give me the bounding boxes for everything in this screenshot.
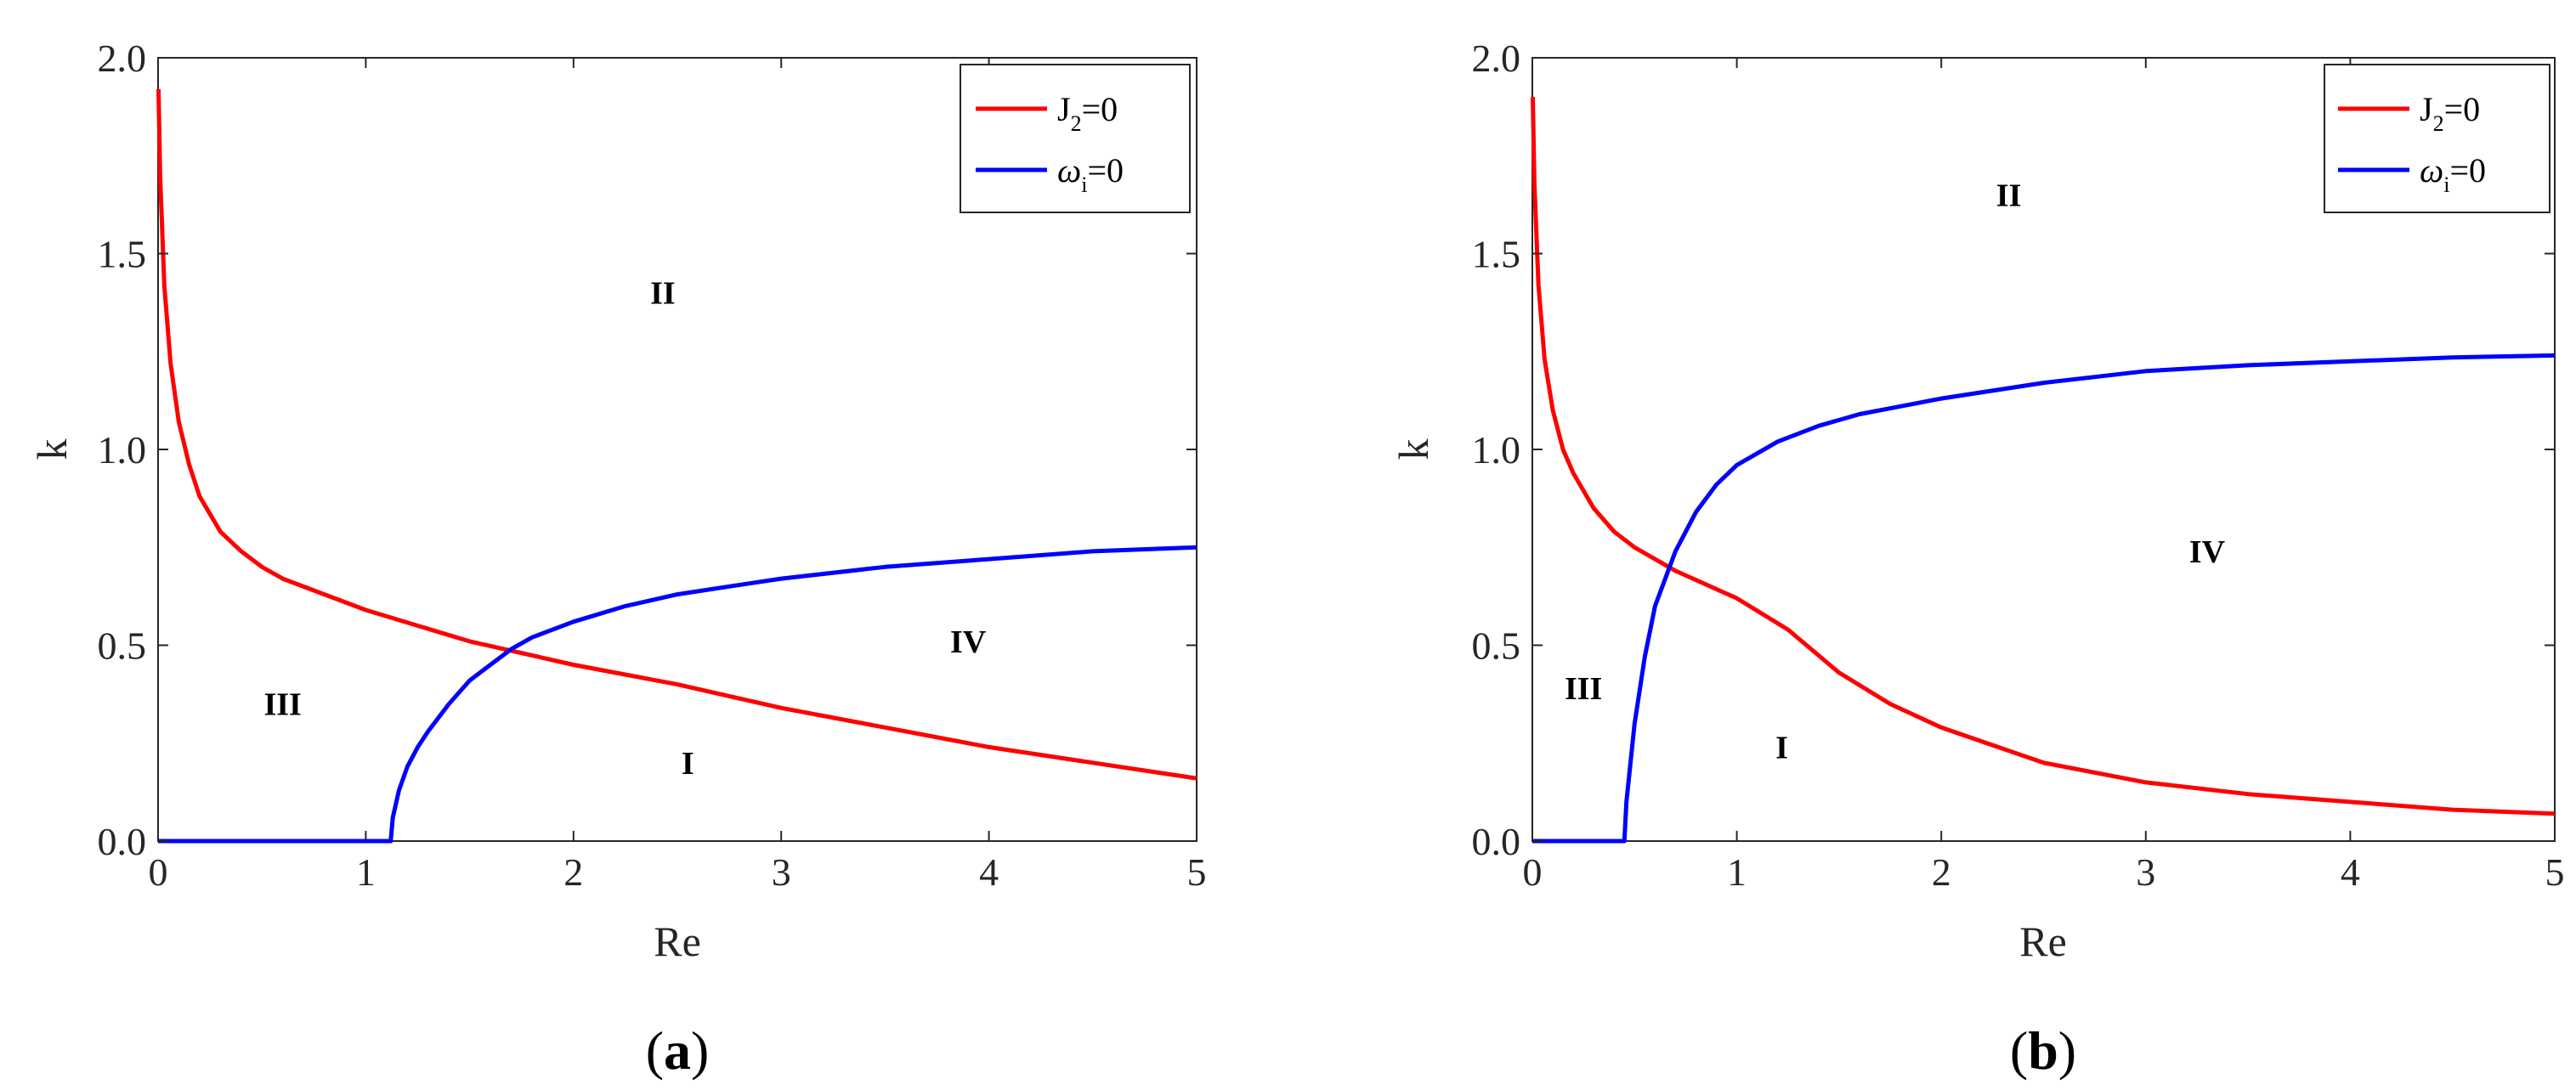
legend-label-omega-i: ωi=0 xyxy=(1057,151,1124,197)
legend-label-omega-i: ωi=0 xyxy=(2420,151,2486,197)
y-tick-label: 0.5 xyxy=(98,624,147,668)
legend-label-j2: J2=0 xyxy=(2420,90,2480,136)
y-tick-label: 2.0 xyxy=(1472,37,1521,80)
x-tick-label: 3 xyxy=(772,850,791,894)
x-tick-label: 1 xyxy=(1727,850,1747,894)
region-label: I xyxy=(1775,730,1788,765)
legend-label-j2: J2=0 xyxy=(1057,90,1118,136)
y-tick-label: 0.5 xyxy=(1472,624,1521,668)
region-label: II xyxy=(1996,178,2022,213)
x-tick-label: 4 xyxy=(979,850,999,894)
series-j2-line xyxy=(1531,97,2556,816)
x-axis-label: Re xyxy=(654,918,701,965)
x-tick-label: 3 xyxy=(2136,850,2155,894)
x-axis-label: Re xyxy=(2019,918,2067,965)
y-tick-label: 0.0 xyxy=(1472,820,1521,863)
x-tick-label: 4 xyxy=(2341,850,2360,894)
x-tick-label: 5 xyxy=(1187,850,1207,894)
series-j2-line xyxy=(156,88,1197,781)
tick-layer: 0 1 2 3 4 5 0.0 0.5 1.0 1.5 2.0 xyxy=(1472,37,2565,894)
x-tick-label: 0 xyxy=(1523,850,1543,894)
region-label: III xyxy=(1565,671,1602,707)
x-tick-label: 2 xyxy=(563,850,583,894)
region-label: IV xyxy=(2189,534,2226,570)
series-layer xyxy=(1531,97,2556,844)
legend: J2=0 ωi=0 xyxy=(960,64,1191,213)
x-tick-label: 5 xyxy=(2545,850,2565,894)
panel-caption-b: (b) xyxy=(2010,1020,2076,1081)
x-tick-label: 1 xyxy=(356,850,376,894)
region-label: II xyxy=(650,276,676,312)
region-label: I xyxy=(682,746,694,782)
x-tick-label: 2 xyxy=(1932,850,1951,894)
region-label: IV xyxy=(950,624,987,660)
y-tick-label: 1.0 xyxy=(1472,428,1521,472)
y-axis-label: k xyxy=(28,439,76,460)
legend-box xyxy=(2324,64,2551,213)
y-tick-label: 1.0 xyxy=(98,428,147,472)
y-tick-label: 1.5 xyxy=(98,233,147,276)
y-tick-label: 1.5 xyxy=(1472,233,1521,276)
legend-box xyxy=(960,64,1191,213)
series-layer xyxy=(156,88,1197,844)
y-tick-label: 2.0 xyxy=(98,37,147,80)
y-axis-label: k xyxy=(1390,439,1437,460)
panel-caption-a: (a) xyxy=(646,1020,710,1081)
series-omega-i-line xyxy=(158,545,1197,844)
region-label: III xyxy=(263,687,301,723)
x-tick-label: 0 xyxy=(149,850,168,894)
y-tick-label: 0.0 xyxy=(98,820,147,863)
legend: J2=0 ωi=0 xyxy=(2324,64,2551,213)
series-omega-i-line xyxy=(1532,353,2556,844)
